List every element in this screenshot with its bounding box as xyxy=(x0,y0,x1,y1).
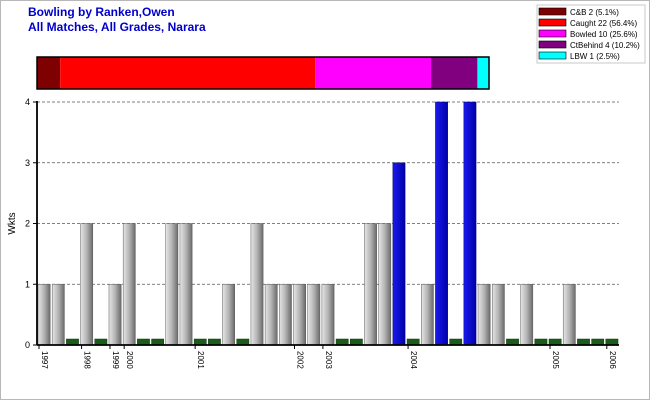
legend-label: LBW 1 (2.5%) xyxy=(570,52,620,61)
bar xyxy=(222,284,235,346)
y-axis-label: Wkts xyxy=(7,212,18,234)
bar xyxy=(392,162,406,346)
bar xyxy=(307,284,321,346)
y-tick-label: 1 xyxy=(25,279,30,289)
dismissal-segment xyxy=(315,57,432,89)
y-tick-label: 0 xyxy=(25,340,30,350)
x-tick-label: 2006 xyxy=(608,351,617,369)
chart-title: Bowling by Ranken,Owen xyxy=(28,5,175,19)
bar xyxy=(279,284,292,346)
dismissal-segment xyxy=(37,57,61,89)
legend-swatch xyxy=(538,51,567,60)
bar xyxy=(179,223,193,346)
bar xyxy=(165,223,179,346)
legend-swatch xyxy=(538,29,567,38)
bar xyxy=(37,284,51,346)
bar xyxy=(51,284,65,346)
x-tick-label: 1998 xyxy=(83,351,92,369)
x-tick-label: 2001 xyxy=(196,351,205,369)
bar xyxy=(463,101,477,346)
legend-swatch xyxy=(538,40,567,49)
bar xyxy=(491,284,505,346)
x-tick-label: 2004 xyxy=(409,351,418,369)
bar xyxy=(520,284,534,346)
bar xyxy=(108,284,122,346)
dismissal-bar-border xyxy=(36,56,490,90)
dismissal-segment xyxy=(477,57,489,89)
y-tick-label: 2 xyxy=(25,219,30,229)
x-tick-label: 1997 xyxy=(40,351,49,369)
y-tick-label: 3 xyxy=(25,158,30,168)
bar xyxy=(264,284,278,346)
dismissal-segment xyxy=(60,57,316,89)
x-tick-label: 2003 xyxy=(324,351,333,369)
bar xyxy=(321,284,335,346)
y-tick-label: 4 xyxy=(25,97,30,107)
bar xyxy=(435,101,448,346)
bar xyxy=(364,223,377,346)
x-tick-label: 2002 xyxy=(296,351,305,369)
legend-swatch xyxy=(538,18,567,27)
legend-label: Caught 22 (56.4%) xyxy=(570,19,637,28)
legend-label: C&B 2 (5.1%) xyxy=(570,8,619,17)
dismissal-segment xyxy=(431,57,478,89)
x-tick-label: 2000 xyxy=(125,351,134,369)
bar xyxy=(293,284,306,346)
bar xyxy=(562,284,576,346)
legend-label: Bowled 10 (25.6%) xyxy=(570,30,638,39)
legend-swatch xyxy=(538,7,567,16)
bar xyxy=(477,284,491,346)
bar xyxy=(250,223,264,346)
legend-label: CtBehind 4 (10.2%) xyxy=(570,41,640,50)
x-tick-label: 1999 xyxy=(111,351,120,369)
bar xyxy=(421,284,434,346)
bar xyxy=(122,223,136,346)
x-tick-label: 2005 xyxy=(551,351,560,369)
bar xyxy=(80,223,94,346)
chart-subtitle: All Matches, All Grades, Narara xyxy=(28,20,206,34)
bar xyxy=(378,223,392,346)
